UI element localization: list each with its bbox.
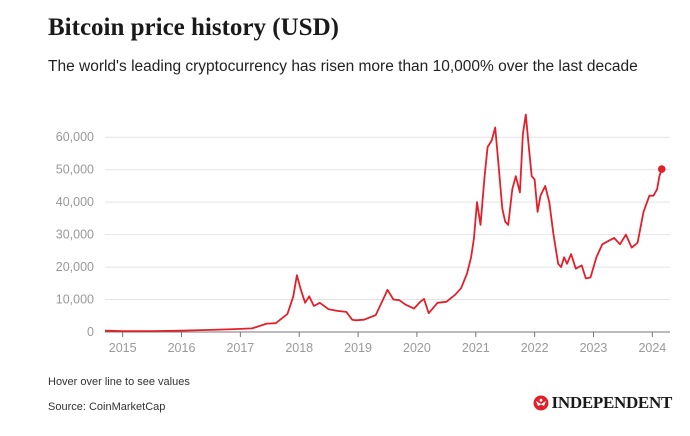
price-series-line — [104, 113, 663, 333]
x-tick-label: 2016 — [168, 341, 196, 355]
x-tick-label: 2019 — [344, 341, 372, 355]
x-tick-label: 2022 — [521, 341, 549, 355]
y-tick-label: 40,000 — [56, 195, 94, 209]
y-tick-label: 30,000 — [56, 228, 94, 242]
x-tick-label: 2020 — [403, 341, 431, 355]
y-tick-label: 0 — [87, 325, 94, 339]
chart-title: Bitcoin price history (USD) — [48, 14, 339, 41]
y-tick-label: 20,000 — [56, 260, 94, 274]
y-tick-label: 10,000 — [56, 293, 94, 307]
x-tick-label: 2021 — [462, 341, 490, 355]
independent-logo[interactable]: INDEPENDENT — [533, 393, 672, 413]
x-tick-label: 2017 — [226, 341, 254, 355]
hover-hint: Hover over line to see values — [48, 376, 190, 388]
latest-price-marker — [657, 165, 666, 173]
y-tick-label: 60,000 — [56, 130, 94, 144]
x-tick-label: 2023 — [580, 341, 608, 355]
y-tick-label: 50,000 — [56, 163, 94, 177]
eagle-icon — [533, 395, 549, 411]
x-tick-label: 2024 — [638, 341, 666, 355]
logo-text: INDEPENDENT — [551, 393, 673, 412]
source-label: Source: CoinMarketCap — [48, 401, 166, 413]
x-tick-label: 2015 — [109, 341, 137, 355]
chart-subtitle: The world's leading cryptocurrency has r… — [48, 58, 638, 75]
x-tick-label: 2018 — [285, 341, 313, 355]
